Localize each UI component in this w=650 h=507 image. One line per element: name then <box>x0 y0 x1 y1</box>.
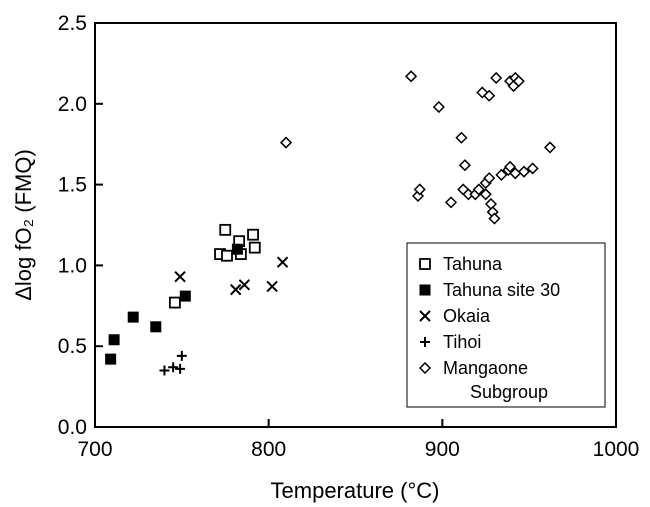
y-tick-label: 2.0 <box>58 93 87 116</box>
tahuna-site-30-point <box>105 353 117 365</box>
mangaone-point <box>458 159 471 172</box>
mangaone-point <box>495 168 508 181</box>
tahuna-point <box>168 296 181 309</box>
legend-tahuna-marker <box>419 258 431 270</box>
y-tick-label: 1.0 <box>58 254 87 277</box>
plot-frame <box>94 22 617 428</box>
legend-tihoi-label: Tihoi <box>443 332 481 352</box>
legend-tahuna-site-30-marker <box>419 284 431 296</box>
tahuna-point <box>248 241 261 254</box>
legend-okaia-marker <box>419 310 431 322</box>
okaia-point <box>229 283 242 296</box>
tahuna-point <box>219 223 232 236</box>
x-tick-label: 1000 <box>593 438 640 461</box>
tihoi-point <box>176 350 187 361</box>
y-tick-label: 0.5 <box>58 335 87 358</box>
mangaone-point <box>483 89 496 102</box>
tihoi-point <box>168 362 179 373</box>
tihoi-point <box>175 363 186 374</box>
tahuna-point <box>247 228 259 241</box>
mangaone-point <box>432 100 445 114</box>
y-axis-title: Δlog fO₂ (FMQ) <box>11 149 36 301</box>
legend-mangaone-marker <box>418 361 432 375</box>
y-tick-label: 2.5 <box>58 12 87 35</box>
tahuna-point <box>221 249 233 262</box>
legend-tahuna-site-30-label: Tahuna site 30 <box>443 280 560 300</box>
legend-mangaone-label: Mangaone <box>443 358 528 378</box>
mangaone-point <box>472 183 485 196</box>
x-tick-label: 800 <box>251 438 286 461</box>
okaia-point <box>276 256 289 268</box>
mangaone-point <box>488 212 501 225</box>
mangaone-point <box>413 183 426 196</box>
mangaone-point <box>455 131 468 144</box>
okaia-point <box>238 279 251 291</box>
x-tick-label: 700 <box>77 438 112 461</box>
data-points <box>105 70 557 376</box>
mangaone-point <box>483 172 496 185</box>
legend-box <box>406 242 606 408</box>
tahuna-site-30-point <box>179 290 191 302</box>
okaia-point <box>174 271 186 283</box>
mangaone-point <box>279 136 293 149</box>
y-tick-label: 1.5 <box>58 174 87 197</box>
x-axis-title: Temperature (°C) <box>271 478 440 503</box>
legend-tahuna-label: Tahuna <box>443 254 503 274</box>
y-tick-label: 0.0 <box>58 416 87 439</box>
legend: Tahuna Tahuna site 30 Okaia Tihoi Mangaone Su… <box>418 254 560 402</box>
mangaone-point <box>504 160 517 173</box>
mangaone-point <box>479 188 492 201</box>
legend-mangaone-label: Subgroup <box>470 382 548 402</box>
tahuna-site-30-point <box>127 311 139 323</box>
mangaone-point <box>526 162 539 175</box>
tahuna-site-30-point <box>231 243 243 255</box>
x-tick-label: 900 <box>425 438 460 461</box>
mangaone-point <box>444 196 458 209</box>
mangaone-point <box>490 71 503 85</box>
legend-okaia-label: Okaia <box>443 306 491 326</box>
mangaone-point <box>512 75 525 88</box>
mangaone-point <box>405 70 418 83</box>
mangaone-point <box>517 165 531 178</box>
legend-tihoi-marker <box>420 337 430 347</box>
okaia-point <box>266 280 278 293</box>
tihoi-point <box>159 365 170 376</box>
mangaone-point <box>476 86 489 99</box>
tahuna-site-30-point <box>108 334 120 346</box>
mangaone-point <box>543 141 557 154</box>
tahuna-site-30-point <box>150 321 162 333</box>
axis-ticks: 700 800 900 1000 0.0 0.5 1.0 1.5 2.0 2.5 <box>58 12 640 461</box>
mangaone-point <box>484 197 498 211</box>
